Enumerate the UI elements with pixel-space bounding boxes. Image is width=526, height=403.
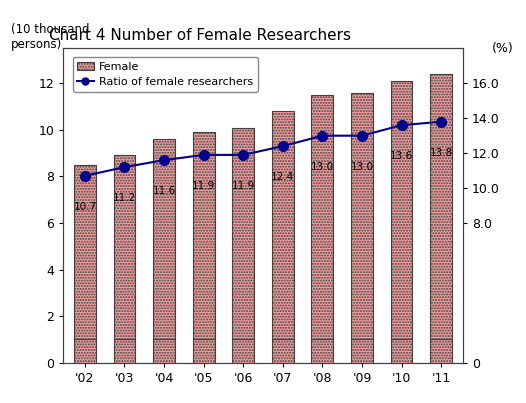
Text: 13.6: 13.6 [390,152,413,161]
Text: 13.8: 13.8 [430,148,453,158]
Text: 10.7: 10.7 [73,202,96,212]
Bar [391,339,412,363]
Bar [351,93,373,339]
Bar [153,339,175,363]
Text: Chart 4 Number of Female Researchers: Chart 4 Number of Female Researchers [49,28,351,43]
Legend: Female, Ratio of female researchers: Female, Ratio of female researchers [73,57,258,91]
Bar [351,339,373,363]
Bar [74,339,96,363]
Bar [74,165,96,339]
Bar [272,111,294,339]
Bar [311,339,333,363]
Text: 13.0: 13.0 [311,162,334,172]
Bar [430,339,452,363]
Text: 12.4: 12.4 [271,172,295,182]
Bar [193,132,215,339]
Text: 11.9: 11.9 [192,181,215,191]
Bar [153,139,175,339]
Bar [272,339,294,363]
Bar [232,339,254,363]
Text: (10 thousand
persons): (10 thousand persons) [11,23,89,51]
Text: 11.9: 11.9 [231,181,255,191]
Bar [232,127,254,339]
Bar [114,339,135,363]
Text: 11.2: 11.2 [113,193,136,203]
Bar [311,95,333,339]
Text: (%): (%) [492,42,514,55]
Bar [391,81,412,339]
Text: 13.0: 13.0 [350,162,373,172]
Bar [114,156,135,339]
Bar [193,339,215,363]
Bar [430,74,452,339]
Text: 11.6: 11.6 [153,186,176,196]
